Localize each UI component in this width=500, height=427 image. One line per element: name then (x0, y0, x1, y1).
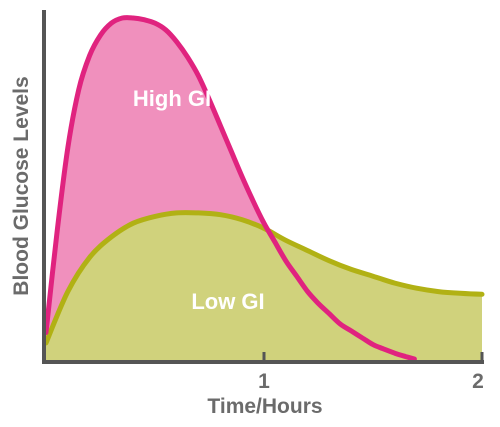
series-area-low-gi (46, 212, 482, 360)
x-tick-label: 2 (472, 370, 484, 393)
x-axis-title: Time/Hours (207, 395, 322, 418)
series-label-low-gi: Low GI (191, 289, 264, 314)
x-tick-label: 1 (258, 370, 270, 393)
series-label-high-gi: High GI (133, 86, 211, 111)
series-line-high-gi (43, 15, 417, 362)
plot-area (43, 15, 485, 362)
y-axis-title: Blood Glucose Levels (10, 76, 33, 295)
